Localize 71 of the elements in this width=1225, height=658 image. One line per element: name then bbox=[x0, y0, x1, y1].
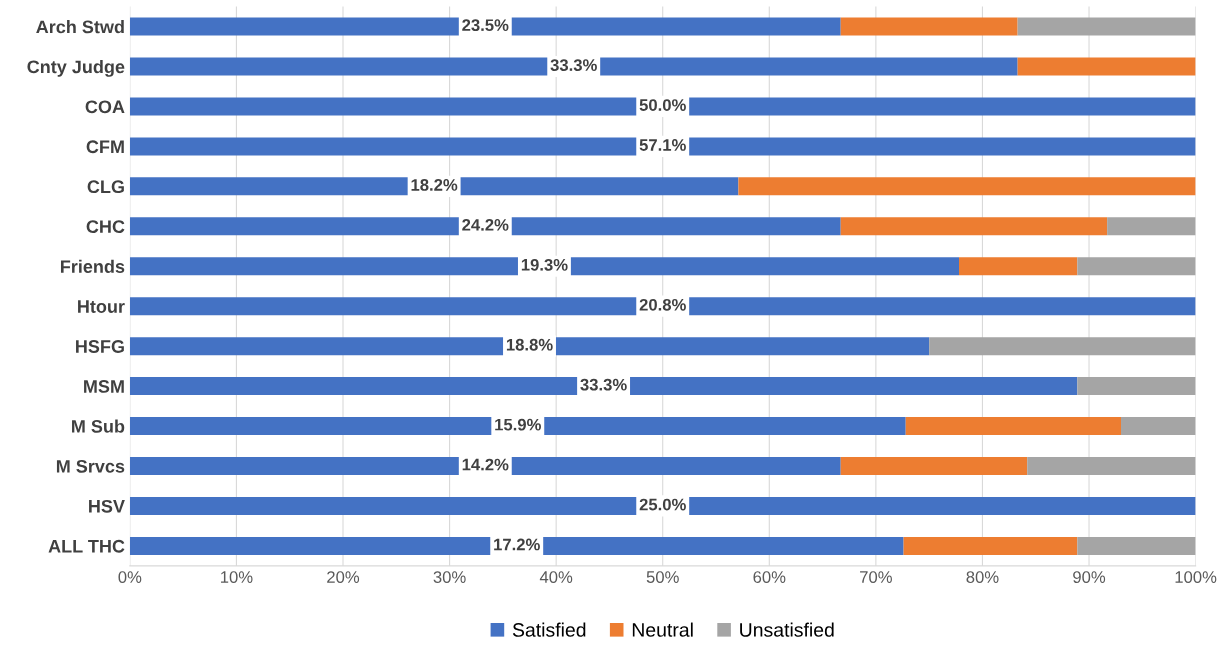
annotation: 57.1% bbox=[639, 139, 686, 151]
y-tick-label: Friends bbox=[60, 259, 125, 273]
y-tick-label: ALL THC bbox=[48, 539, 125, 553]
annotation: 17.2% bbox=[494, 538, 540, 551]
y-tick-label: CLG bbox=[87, 180, 124, 194]
bar bbox=[129, 496, 1196, 515]
y-tick-label: Arch Stwd bbox=[36, 20, 124, 34]
bar bbox=[929, 337, 1196, 356]
y-tick-label: HSFG bbox=[76, 340, 124, 353]
y-tick-label: M Srvcs bbox=[56, 459, 125, 473]
annotation: 19.3% bbox=[521, 258, 568, 271]
annotation: 33.3% bbox=[550, 59, 597, 71]
annotation: 18.2% bbox=[411, 179, 458, 191]
x-tick-label: 40% bbox=[539, 571, 573, 583]
bar bbox=[840, 217, 1108, 236]
x-tick-label: 80% bbox=[966, 571, 999, 583]
y-tick-label: HSV bbox=[89, 499, 125, 513]
bar bbox=[1077, 377, 1196, 396]
bar bbox=[905, 417, 1121, 436]
bar bbox=[1077, 257, 1196, 276]
bar bbox=[959, 257, 1078, 276]
bar bbox=[840, 457, 1028, 475]
bar bbox=[129, 257, 959, 276]
bar bbox=[129, 457, 841, 475]
annotation: 25.0% bbox=[639, 498, 686, 511]
annotation: 18.8% bbox=[506, 338, 553, 351]
bar bbox=[1077, 536, 1196, 555]
y-tick-label: Cnty Judge bbox=[27, 59, 125, 77]
annotation: 20.8% bbox=[639, 298, 686, 311]
bar bbox=[129, 337, 930, 356]
bar bbox=[1017, 17, 1196, 36]
bar bbox=[129, 417, 906, 436]
x-tick-label: 70% bbox=[860, 571, 892, 583]
bar bbox=[1027, 457, 1196, 475]
legend-label: Neutral bbox=[632, 622, 693, 637]
x-tick-label: 60% bbox=[753, 571, 786, 583]
annotation: 15.9% bbox=[495, 418, 541, 431]
y-tick-label: Htour bbox=[78, 300, 125, 313]
x-tick-label: 0% bbox=[118, 571, 142, 583]
y-tick-label: CFM bbox=[86, 140, 124, 154]
bar bbox=[840, 17, 1018, 36]
annotation: 33.3% bbox=[580, 378, 627, 391]
annotation: 14.2% bbox=[462, 458, 509, 471]
bar bbox=[1107, 217, 1196, 236]
x-tick-label: 50% bbox=[646, 571, 679, 583]
x-tick-label: 100% bbox=[1175, 571, 1217, 583]
annotation: 24.2% bbox=[462, 218, 509, 231]
x-tick-label: 90% bbox=[1073, 571, 1106, 583]
bar bbox=[129, 177, 739, 196]
x-tick-label: 30% bbox=[433, 571, 466, 583]
y-tick-label: MSM bbox=[84, 380, 124, 393]
legend-label: Unsatisfied bbox=[740, 622, 834, 637]
bar bbox=[129, 17, 841, 36]
y-tick-label: M Sub bbox=[72, 419, 125, 433]
y-tick-label: COA bbox=[85, 100, 125, 114]
bar bbox=[738, 177, 1196, 196]
legend-label: Satisfied bbox=[512, 622, 586, 637]
x-tick-label: 10% bbox=[221, 571, 253, 583]
bar bbox=[129, 97, 1196, 116]
bar bbox=[129, 137, 1196, 156]
x-tick-label: 20% bbox=[327, 571, 360, 583]
bar bbox=[1121, 417, 1196, 436]
bar bbox=[129, 297, 1196, 316]
bar bbox=[129, 377, 1078, 396]
annotation: 50.0% bbox=[639, 99, 686, 111]
bar bbox=[129, 536, 904, 555]
y-tick-label: CHC bbox=[86, 220, 125, 234]
bar bbox=[903, 536, 1078, 555]
annotation: 23.5% bbox=[462, 19, 509, 32]
bar bbox=[1017, 57, 1196, 76]
bar bbox=[129, 217, 841, 236]
